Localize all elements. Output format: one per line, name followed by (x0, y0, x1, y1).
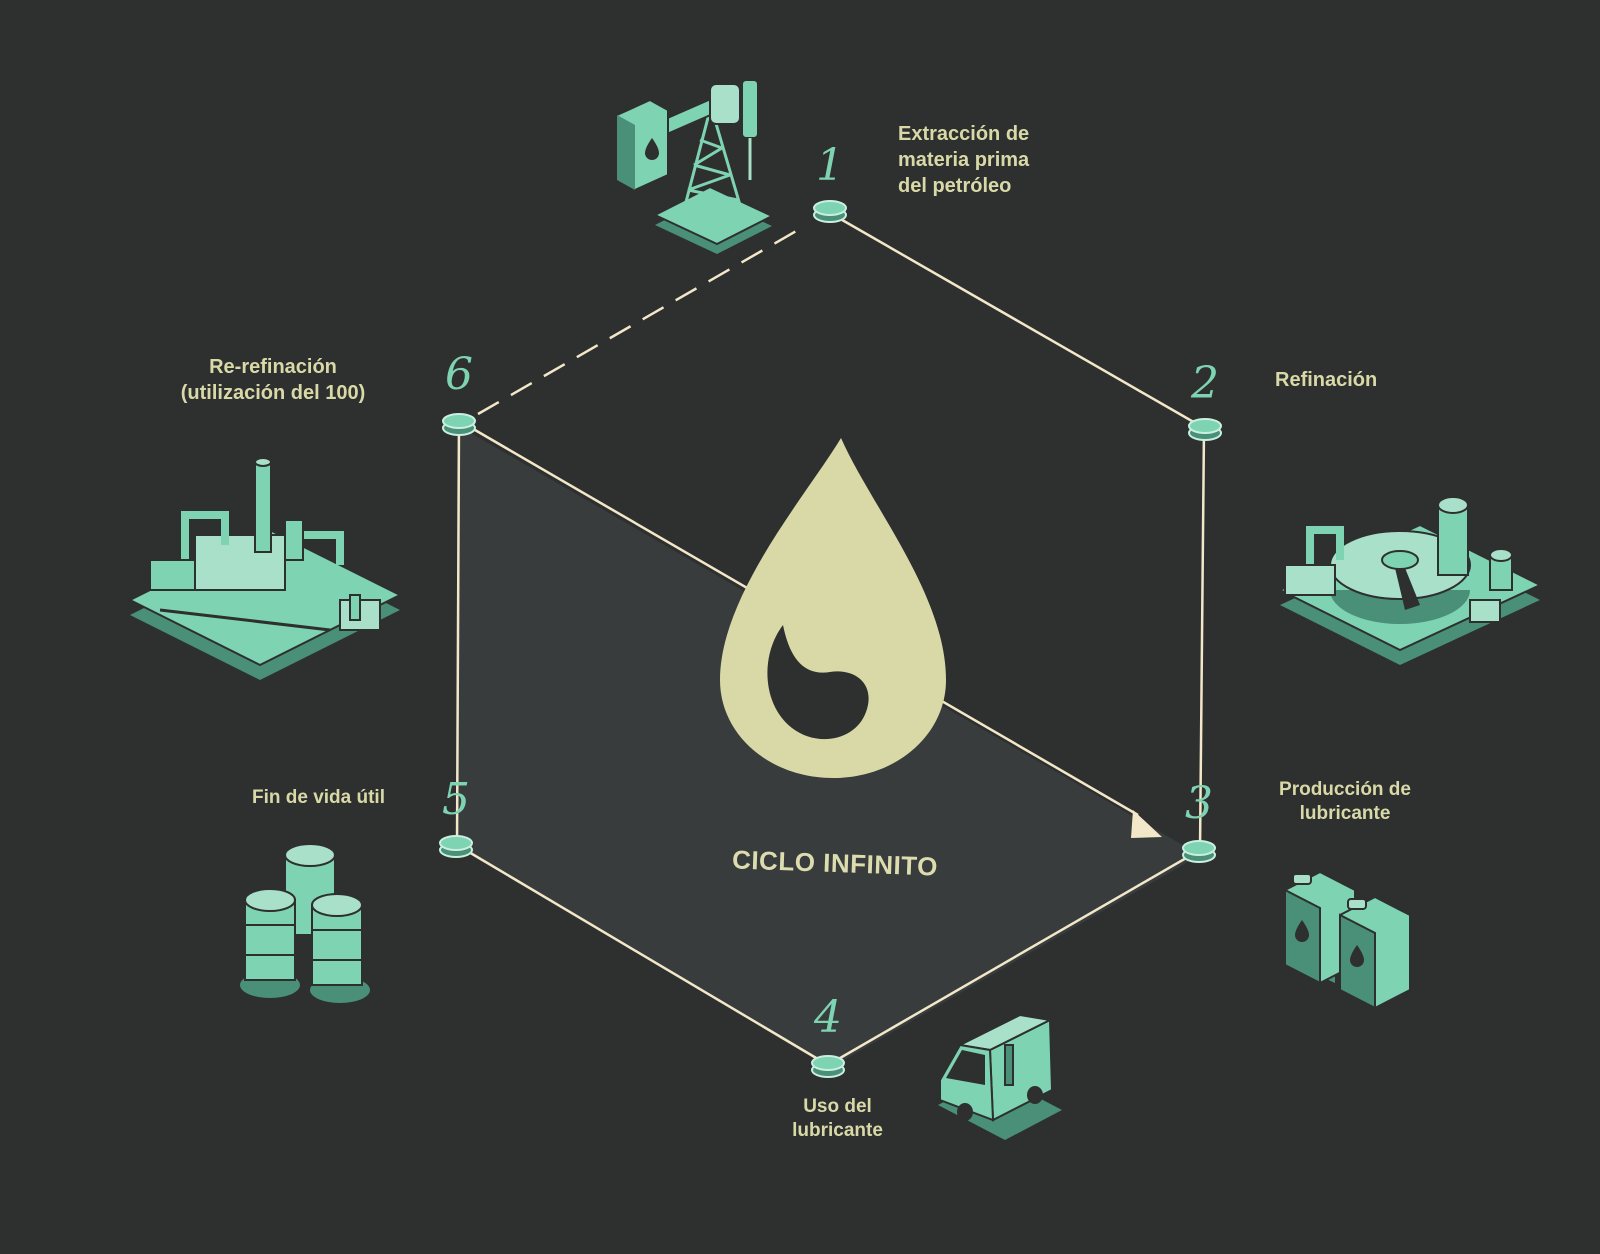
flow-arrowhead (1131, 810, 1162, 838)
step-label-5: Fin de vida útil (251, 787, 385, 808)
re-refinery-icon (127, 457, 403, 680)
refinery-icon (1277, 496, 1543, 665)
barrels-icon (240, 843, 370, 1003)
step-label-2: Refinación (1275, 369, 1378, 391)
step-number-2: 2 (1190, 358, 1219, 409)
step-number-4: 4 (813, 992, 842, 1043)
step-number-6: 6 (445, 349, 473, 400)
jerrycans-icon (1284, 870, 1411, 1010)
delivery-truck-icon (938, 1013, 1062, 1140)
step-number-1: 1 (816, 140, 844, 191)
connector-6-1-dashed (477, 228, 799, 416)
step-label-4: Uso del lubricante (792, 1096, 883, 1141)
step-label-1: Extracción de materia prima del petróleo (898, 123, 1030, 197)
connector-2-3 (1198, 427, 1206, 851)
connector-5-6 (455, 422, 461, 846)
node-6 (442, 413, 476, 436)
node-5 (439, 835, 473, 858)
step-label-3: Producción de lubricante (1279, 779, 1411, 824)
node-4 (811, 1055, 845, 1078)
connector-4-5 (456, 843, 829, 1067)
node-3 (1182, 840, 1216, 863)
oil-pump-icon (616, 79, 775, 254)
step-label-6: Re-refinación (utilización del 100) (180, 356, 366, 404)
connector-3-4 (827, 848, 1201, 1067)
node-2 (1188, 418, 1222, 441)
cycle-connectors (455, 211, 1206, 1067)
step-number-3: 3 (1185, 778, 1213, 829)
oil-drop-icon (720, 438, 946, 778)
node-1 (813, 200, 847, 223)
connector-1-2 (829, 211, 1205, 430)
step-number-5: 5 (442, 774, 470, 825)
cycle-nodes (439, 200, 1222, 1078)
